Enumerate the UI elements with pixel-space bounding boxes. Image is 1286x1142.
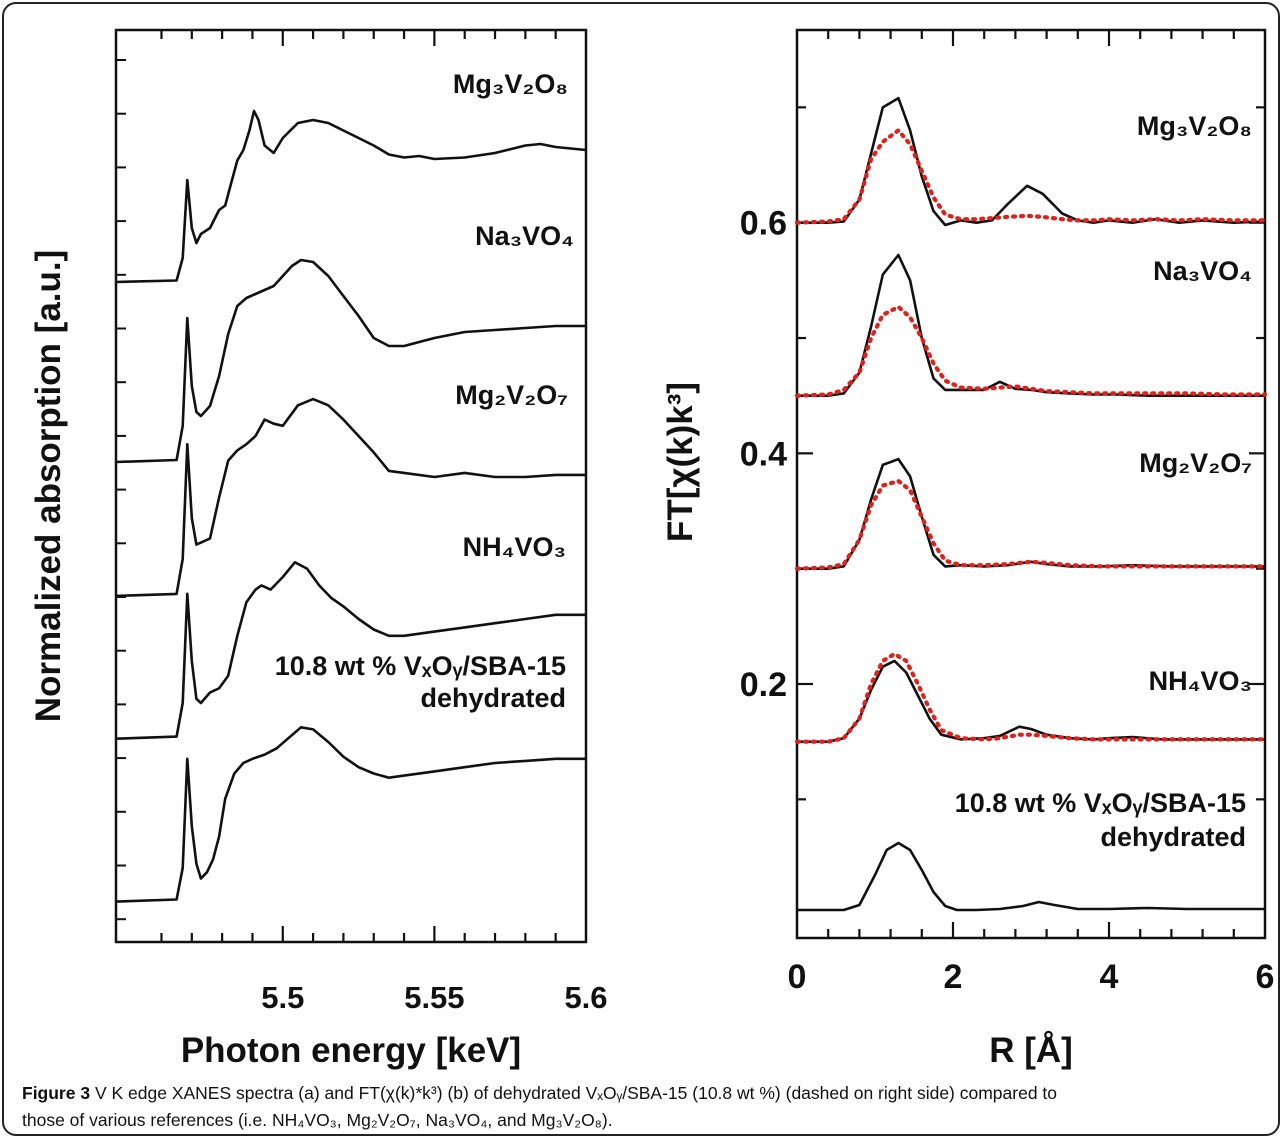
caption-lead: Figure 3	[22, 1083, 91, 1103]
xanes-series-line	[115, 258, 586, 464]
ft-series-line	[797, 841, 1265, 912]
caption-line-2: those of various references (i.e. NH₄VO₃…	[22, 1107, 1272, 1134]
xanes-plot-frame	[114, 28, 588, 944]
xanes-series-labels: Mg₃V₂O₈ Na₃VO₄ Mg₂V₂O₇ NH₄VO₃ 10.8 wt % VₓOᵧ…	[275, 69, 574, 713]
ft-x-tick-label: 6	[1256, 958, 1275, 996]
xanes-x-tick-label: 5.55	[404, 980, 464, 1015]
xanes-x-tick-label: 5.6	[564, 980, 607, 1015]
xanes-series-label: Mg₂V₂O₇	[455, 380, 568, 410]
ft-series-labels: Mg₃V₂O₈ Na₃VO₄ Mg₂V₂O₇ NH₄VO₃ 10.8 wt % VₓOᵧ…	[955, 111, 1252, 852]
xanes-series-label: Na₃VO₄	[475, 221, 574, 251]
xanes-series-line	[115, 109, 587, 284]
xanes-series-line	[115, 397, 586, 598]
ft-plot-frame	[795, 28, 1267, 940]
ft-series-line-dashed	[794, 304, 1268, 398]
xanes-series-label: NH₄VO₃	[463, 532, 566, 562]
xanes-x-axis-label: Photon energy [keV]	[181, 1031, 521, 1070]
xanes-series-label-2: dehydrated	[420, 683, 566, 713]
ft-series-label: Mg₃V₂O₈	[1137, 111, 1252, 141]
ft-x-tick-label: 2	[944, 958, 963, 996]
caption-line-1: Figure 3 V K edge XANES spectra (a) and …	[22, 1080, 1272, 1107]
ft-y-tick-label: 0.2	[740, 666, 787, 704]
ft-series-label: Mg₂V₂O₇	[1139, 448, 1252, 478]
ft-series-line-dashed	[794, 128, 1268, 225]
xanes-y-axis-label: Normalized absorption [a.u.]	[29, 250, 68, 723]
ft-series-line-dashed	[794, 478, 1268, 571]
xanes-series	[115, 109, 587, 903]
xanes-panel: 5.5 5.55 5.6 Photon energy [keV] Normalize…	[29, 28, 608, 1070]
ft-y-axis-label: FT[χ(k)k³]	[661, 382, 700, 542]
ft-series-line-dashed	[794, 651, 1268, 744]
xanes-x-tick-label: 5.5	[261, 980, 304, 1015]
ft-y-tick-label: 0.6	[740, 205, 787, 243]
caption-text-1: V K edge XANES spectra (a) and FT(χ(k)*k…	[94, 1083, 1058, 1103]
figure-caption: Figure 3 V K edge XANES spectra (a) and …	[22, 1080, 1272, 1134]
ft-panel: 0 2 4 6 0.2 0.4 0.6 R [Å] FT[χ(k)k³] Mg₃V₂O₈ Na…	[661, 28, 1275, 1070]
ft-ticks: 0 2 4 6 0.2 0.4 0.6	[740, 30, 1275, 996]
ft-series-label-2: dehydrated	[1100, 822, 1246, 852]
ft-y-tick-label: 0.4	[740, 435, 787, 473]
xanes-series-label: Mg₃V₂O₈	[453, 69, 568, 99]
ft-series-label: Na₃VO₄	[1153, 256, 1252, 286]
ft-series-label: 10.8 wt % VₓOᵧ/SBA-15	[955, 788, 1246, 818]
xanes-series-label: 10.8 wt % VₓOᵧ/SBA-15	[275, 651, 566, 681]
ft-x-axis-label: R [Å]	[989, 1030, 1073, 1070]
xanes-series-line	[115, 560, 586, 740]
caption-text-2: those of various references (i.e. NH₄VO₃…	[22, 1110, 613, 1130]
ft-series-label: NH₄VO₃	[1149, 666, 1252, 696]
ft-x-tick-label: 0	[788, 958, 807, 996]
xanes-ticks: 5.5 5.55 5.6	[116, 30, 608, 1015]
ft-series	[794, 96, 1268, 912]
ft-x-tick-label: 4	[1100, 958, 1119, 996]
xanes-series-line	[115, 725, 586, 903]
